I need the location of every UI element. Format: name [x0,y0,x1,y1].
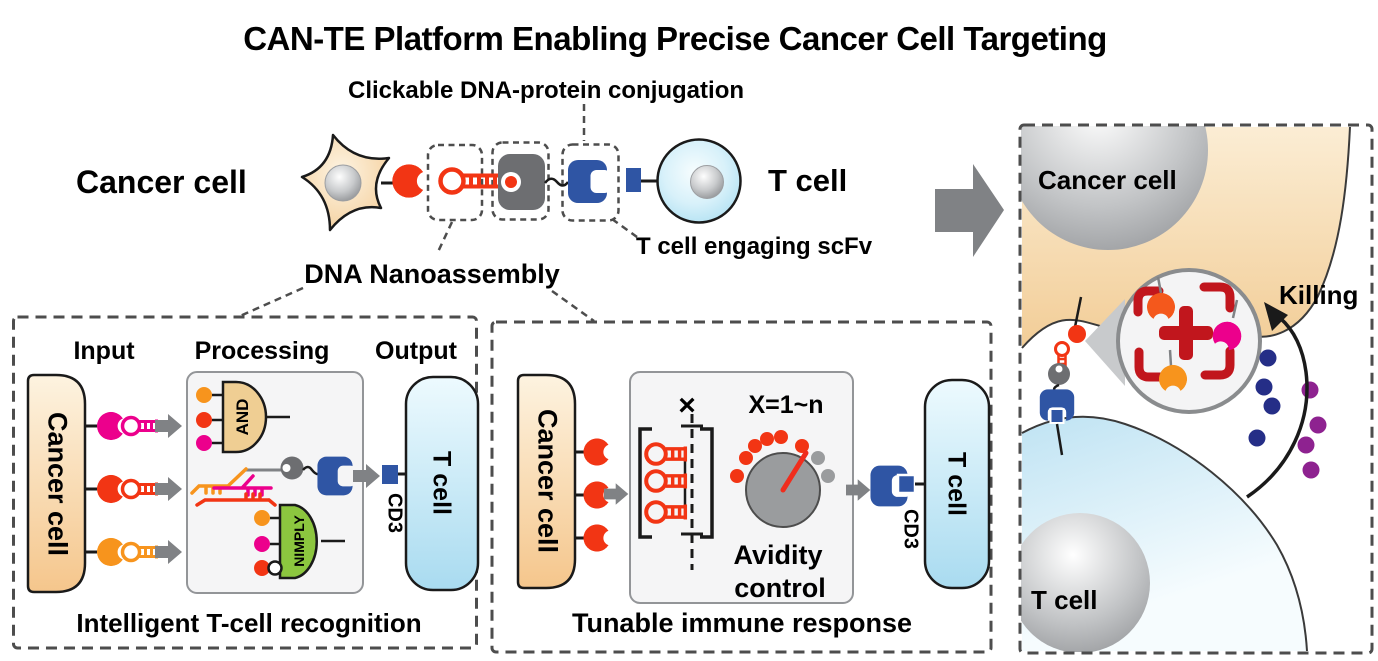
cancer-cell-label-top: Cancer cell [76,164,247,200]
input-row-1 [85,412,182,440]
t-cell-label-top: T cell [768,163,848,198]
figure-title: CAN-TE Platform Enabling Precise Cancer … [243,20,1107,57]
avidity-dial-icon [730,430,835,528]
t-cell-label-right: T cell [1031,585,1098,615]
transition-arrow-icon [935,164,1004,257]
cancer-cell-bar [516,373,577,590]
dna-strand-motif-icon [190,467,283,507]
dna-hairpin-icon [120,478,159,500]
dna-hairpin-icon [120,415,159,437]
avidity-label-line2: control [734,573,826,603]
magnifier-wedge [1085,299,1125,386]
t-cell-bar [404,375,480,592]
arrow-icon [155,477,182,501]
antenna-lines [1156,276,1239,367]
scfv-clamp-icon [568,160,607,203]
cancer-cell-bar-label: Cancer cell [42,411,72,557]
killing-arrow-icon [1246,302,1309,499]
leader-nanoassembly-right [551,289,595,323]
dna-hairpin-icon [120,541,159,563]
middle-panel-border [490,320,993,654]
and-gate-icon [196,380,290,454]
and-gate-label: AND [233,398,252,436]
cancer-nucleus-sphere [1021,126,1208,250]
t-cell-bar [923,378,991,590]
cd3-antigen-icon [382,465,398,484]
right-panel-border [1018,123,1374,655]
multiplier-symbol: × [678,389,696,422]
input-row-3 [85,538,182,566]
arrow-icon [155,540,182,564]
scfv-clamp-icon [317,457,352,496]
protein-conjugate-icon [498,154,545,210]
input-row-2 [85,475,182,503]
flexible-linker-icon [544,177,570,187]
leader-scfv [611,217,638,239]
antigen-row [575,438,611,551]
dna-hairpin-icon [438,167,501,195]
cd3-antigen-icon [896,473,917,495]
leader-nanoassembly-left [239,286,304,318]
cancer-cell-bar-label: Cancer cell [532,408,562,554]
middle-panel-art [490,320,993,654]
arrow-icon [155,414,182,438]
antigen-binder-icon [1159,365,1187,393]
scfv-module-box [561,143,620,222]
t-cell-bar-label: T cell [942,452,971,516]
bridge-chain-icon [1040,296,1086,456]
cancer-cell-label-right: Cancer cell [1038,165,1177,195]
input-label: Input [73,337,135,365]
avidity-label-line1: Avidity [733,540,823,570]
magnifier-circle-icon [1116,268,1262,414]
t-cell-bar-label: T cell [427,451,456,515]
x-range-label: X=1~n [748,391,824,419]
antigen-binder-icon [392,164,426,198]
t-cell-circle-icon [656,138,742,224]
bracket-corners-icon [1133,282,1235,382]
cd3-label: CD3 [383,492,406,534]
scfv-label: T cell engaging scFv [636,233,873,260]
plus-target-icon [1159,306,1213,360]
nimply-gate-icon [254,503,345,580]
left-panel-caption: Intelligent T-cell recognition [76,608,422,638]
conjugation-module-box [491,141,550,221]
t-cell-nucleus-sphere [1021,513,1150,652]
cd3-label: CD3 [899,508,922,550]
hairpin-multiplier-icon [638,414,714,570]
killing-label: Killing [1279,280,1359,310]
nanoassembly-label: DNA Nanoassembly [304,259,560,289]
output-label: Output [375,337,457,365]
leader-nanoassembly [435,221,454,255]
middle-panel-caption: Tunable immune response [571,608,913,638]
conjugation-label: Clickable DNA-protein conjugation [347,77,745,104]
cancer-cell-star-icon [300,133,391,232]
antigen-binder-icon [1147,293,1175,321]
protein-linker-icon [280,456,320,480]
antigen-binder-icon [583,524,610,551]
dna-module-box [426,143,484,222]
right-panel-art [1018,123,1374,655]
left-panel-art [12,315,480,650]
processing-label: Processing [194,337,330,365]
cancer-cell-bar [26,373,87,594]
top-chain [239,104,1004,323]
cd3-antigen-icon [626,168,641,192]
nimply-gate-label: NIMPLY [291,515,307,567]
antigen-binder-icon [583,438,610,465]
cytokine-dots [1248,349,1327,479]
